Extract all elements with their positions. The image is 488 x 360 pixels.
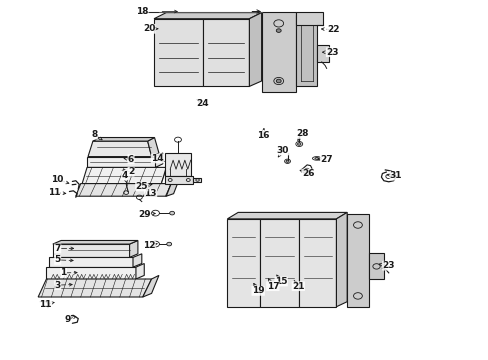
Polygon shape [147,138,159,157]
Ellipse shape [285,160,288,162]
Polygon shape [227,219,260,307]
Text: 16: 16 [256,130,269,139]
Text: 12: 12 [142,241,155,250]
Polygon shape [227,212,346,219]
Polygon shape [87,157,155,167]
Ellipse shape [276,79,281,83]
Text: 9: 9 [64,315,71,324]
Text: 31: 31 [389,171,402,180]
Text: 21: 21 [291,282,304,291]
Polygon shape [203,19,249,86]
Text: 8: 8 [91,130,97,139]
Ellipse shape [169,211,174,215]
Polygon shape [155,153,163,167]
Polygon shape [53,244,129,257]
Polygon shape [165,176,193,184]
Text: 26: 26 [301,169,314,178]
Ellipse shape [276,29,281,32]
Text: 24: 24 [196,99,209,108]
Text: 4: 4 [121,171,128,180]
Polygon shape [295,12,322,25]
Polygon shape [82,167,166,184]
Text: 23: 23 [382,261,394,270]
Polygon shape [260,219,299,307]
Text: 11: 11 [39,300,52,309]
Text: 14: 14 [151,154,163,163]
Text: 11: 11 [47,188,60,197]
Polygon shape [76,184,171,196]
Polygon shape [299,219,336,307]
Text: 3: 3 [55,281,61,289]
Polygon shape [336,212,346,307]
Text: 1: 1 [61,269,66,277]
Text: 22: 22 [326,25,339,34]
Text: 20: 20 [142,24,155,33]
Polygon shape [142,275,159,297]
Ellipse shape [297,143,301,145]
Polygon shape [133,254,142,267]
Text: 5: 5 [55,256,61,264]
Polygon shape [166,181,178,196]
Polygon shape [165,153,190,176]
Text: 27: 27 [320,154,332,163]
Polygon shape [295,15,316,86]
Polygon shape [53,240,138,244]
Polygon shape [49,257,133,267]
Polygon shape [129,240,138,257]
Polygon shape [193,178,201,182]
Polygon shape [261,12,295,92]
Polygon shape [249,13,261,86]
Polygon shape [88,141,151,157]
Ellipse shape [166,242,171,246]
Polygon shape [346,214,368,307]
Text: 10: 10 [51,175,64,184]
Text: 30: 30 [276,146,288,155]
Text: 7: 7 [54,244,61,253]
Text: 18: 18 [135,7,148,16]
Ellipse shape [314,157,318,159]
Text: 13: 13 [144,189,157,198]
Polygon shape [154,13,261,19]
Polygon shape [136,264,144,279]
Polygon shape [46,267,136,279]
Text: 2: 2 [128,167,134,176]
Text: 23: 23 [325,48,338,57]
Text: 25: 25 [135,182,148,191]
Polygon shape [154,19,203,86]
Text: 28: 28 [295,129,308,138]
Polygon shape [93,138,154,141]
Text: 29: 29 [138,210,150,219]
Text: 15: 15 [274,277,287,286]
Polygon shape [368,253,383,279]
Text: 6: 6 [128,154,134,163]
Text: 17: 17 [266,282,279,291]
Polygon shape [316,45,328,62]
Polygon shape [38,279,151,297]
Text: 19: 19 [251,287,264,295]
